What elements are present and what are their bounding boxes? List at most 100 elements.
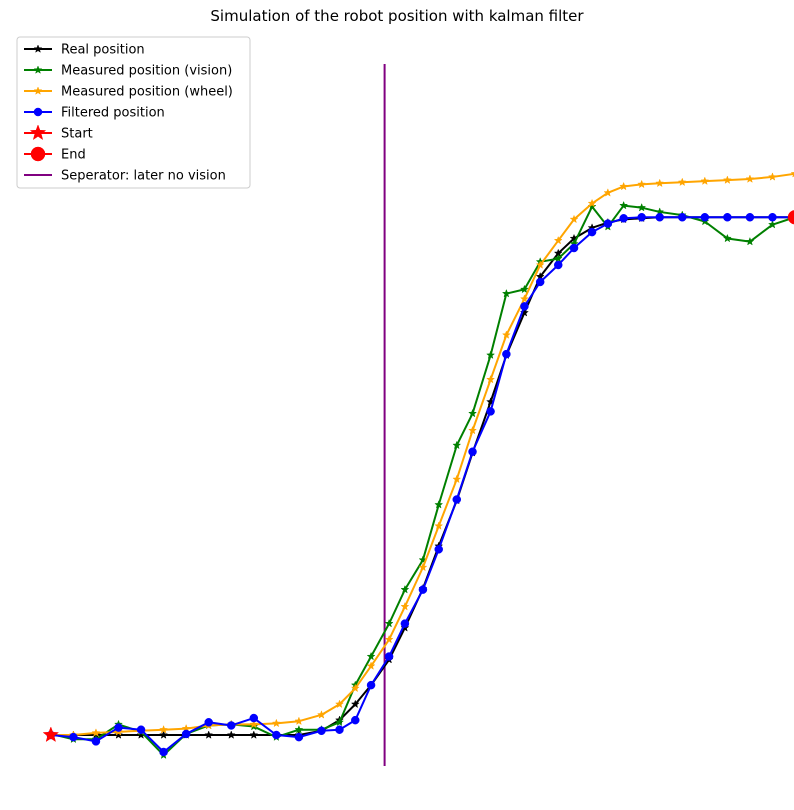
data-point <box>619 200 629 210</box>
data-point <box>678 212 687 222</box>
data-point <box>468 425 478 435</box>
data-point <box>418 585 428 594</box>
data-point <box>502 349 511 359</box>
data-point <box>519 294 529 303</box>
data-point <box>159 730 169 739</box>
data-point <box>722 175 732 184</box>
data-point <box>317 726 326 736</box>
data-point <box>677 177 687 187</box>
start-marker <box>42 726 60 743</box>
data-point <box>619 181 629 191</box>
data-point <box>351 715 360 725</box>
data-point <box>519 284 529 294</box>
data-point <box>486 407 495 416</box>
series-filtered-position <box>46 212 794 757</box>
legend-swatch-marker <box>33 86 43 95</box>
data-point <box>637 212 646 222</box>
legend-label: Measured position (vision) <box>61 64 232 79</box>
data-point <box>501 288 511 298</box>
series-line-measured-position-vision <box>50 204 794 757</box>
legend-frame <box>16 36 251 189</box>
data-point <box>452 440 462 450</box>
legend-label: Filtered position <box>61 106 165 121</box>
data-point <box>790 171 794 178</box>
legend-item-start: Start <box>24 124 93 142</box>
data-point <box>366 651 376 661</box>
data-point <box>335 699 344 709</box>
data-point <box>637 202 647 212</box>
data-point <box>418 562 428 572</box>
data-point <box>767 172 777 181</box>
legend-label: Measured position (wheel) <box>61 85 233 100</box>
data-point <box>294 732 304 742</box>
data-point <box>486 350 496 359</box>
data-point <box>159 724 169 734</box>
data-point <box>452 474 462 484</box>
data-point <box>700 176 710 185</box>
data-point <box>535 260 545 269</box>
data-point <box>294 724 304 734</box>
legend-swatch-marker <box>30 146 46 162</box>
data-point <box>434 545 443 554</box>
legend-label: Seperator: later no vision <box>61 169 226 184</box>
data-point <box>181 729 191 739</box>
data-point <box>745 212 755 222</box>
data-point <box>520 302 529 311</box>
data-point <box>91 728 101 737</box>
data-point <box>553 235 563 245</box>
legend-item-filtered-position: Filtered position <box>24 106 165 121</box>
data-point <box>114 730 123 739</box>
data-point <box>745 236 755 246</box>
legend-swatch-marker <box>33 107 43 117</box>
series-line-filtered-position <box>50 216 794 753</box>
series-line-real-position <box>50 216 794 737</box>
chart-title: Simulation of the robot position with ka… <box>210 7 584 25</box>
legend-item-measured-position-vision: Measured position (vision) <box>24 64 232 79</box>
data-point <box>136 725 146 734</box>
data-point <box>384 618 394 628</box>
data-point <box>366 661 376 670</box>
data-point <box>722 233 732 243</box>
legend-label: Start <box>61 127 93 142</box>
data-point <box>603 188 613 197</box>
data-point <box>452 495 462 504</box>
series-measured-position-vision <box>46 200 794 759</box>
data-point <box>486 374 496 384</box>
data-point <box>723 212 732 222</box>
data-point <box>501 330 511 339</box>
data-point <box>700 212 710 222</box>
data-point <box>400 584 410 594</box>
data-point <box>767 219 777 229</box>
end-marker <box>787 210 794 225</box>
data-point <box>434 500 444 509</box>
data-point <box>249 730 259 739</box>
data-point <box>316 710 326 719</box>
legend-items: Real position Measured position (vision) M… <box>24 43 233 184</box>
data-point <box>745 174 755 183</box>
series-measured-position-wheel <box>46 171 794 739</box>
data-point <box>227 721 236 730</box>
data-point <box>468 447 477 456</box>
data-point <box>204 730 214 739</box>
data-point <box>553 260 563 270</box>
data-point <box>400 601 410 611</box>
legend-item-real-position: Real position <box>24 43 145 58</box>
data-point <box>655 212 664 222</box>
data-point <box>249 713 259 723</box>
legend: Real position Measured position (vision) M… <box>16 36 251 189</box>
data-point <box>159 747 168 757</box>
data-point <box>384 634 394 644</box>
data-point <box>535 277 545 287</box>
data-point <box>366 680 376 690</box>
data-point <box>294 716 304 726</box>
data-point <box>603 219 613 228</box>
data-point <box>249 719 259 729</box>
legend-item-measured-position-wheel: Measured position (wheel) <box>24 85 233 100</box>
legend-swatch-marker <box>33 65 43 74</box>
data-point <box>114 723 123 732</box>
series-real-position <box>46 212 794 739</box>
plot-area <box>42 64 794 766</box>
data-point <box>637 179 647 189</box>
data-point <box>335 717 344 727</box>
data-point <box>400 619 410 628</box>
